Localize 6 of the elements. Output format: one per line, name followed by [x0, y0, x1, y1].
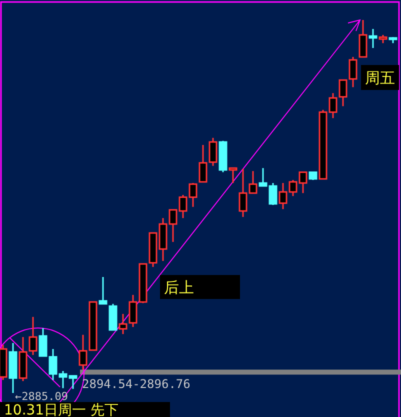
- annotation: 2894.54-2896.76: [82, 377, 190, 392]
- annotation: 后上: [160, 275, 240, 299]
- annotation: 周五: [361, 65, 399, 90]
- annotation: 10.31日周一 先下: [0, 402, 170, 417]
- annotation: 后上: [164, 278, 194, 296]
- annotation: 周五: [365, 68, 395, 87]
